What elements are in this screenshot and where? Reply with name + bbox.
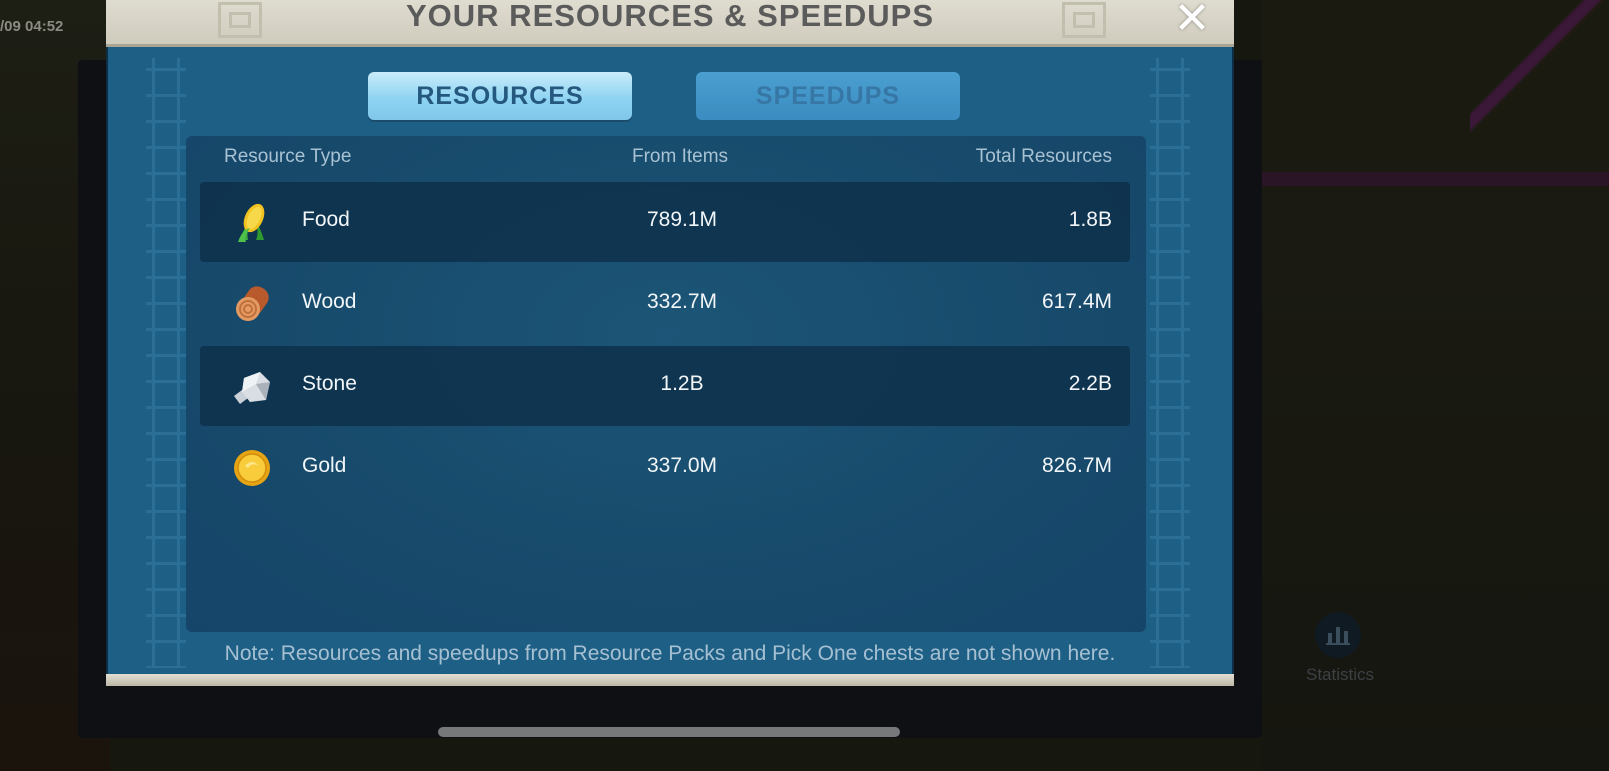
close-icon: ✕ (1173, 0, 1211, 43)
table-row-gold: Gold 337.0M 826.7M (200, 428, 1130, 508)
dialog-title: YOUR RESOURCES & SPEEDUPS (406, 0, 934, 33)
table-row-wood: Wood 332.7M 617.4M (200, 264, 1130, 344)
gold-coin-icon (234, 450, 270, 486)
log-icon (236, 286, 269, 321)
header-total-resources: Total Resources (975, 146, 1112, 167)
statistics-button[interactable] (1315, 612, 1361, 658)
resource-name: Food (302, 208, 350, 231)
resource-name: Gold (302, 454, 347, 477)
table-row-food: Food 789.1M 1.8B (200, 182, 1130, 262)
home-indicator[interactable] (438, 727, 900, 737)
resource-name: Wood (302, 290, 357, 313)
decorative-border-right (1150, 58, 1190, 668)
decorative-border-left (146, 58, 186, 668)
header-resource-type: Resource Type (224, 146, 352, 167)
table-row-stone: Stone 1.2B 2.2B (200, 346, 1130, 426)
from-items-value: 337.0M (646, 454, 718, 477)
from-items-value: 1.2B (660, 372, 704, 395)
resources-table: Resource Type From Items Total Resources… (186, 136, 1146, 632)
tab-resources[interactable]: RESOURCES (368, 72, 632, 120)
total-value: 1.8B (1068, 208, 1112, 231)
footer-note: Note: Resources and speedups from Resour… (224, 642, 1116, 665)
total-value: 617.4M (1041, 290, 1112, 313)
from-items-value: 332.7M (646, 290, 718, 313)
bar-chart-icon (1326, 627, 1350, 645)
statistics-label: Statistics (1305, 665, 1375, 684)
total-value: 826.7M (1041, 454, 1112, 477)
tab-speedups[interactable]: SPEEDUPS (696, 72, 960, 120)
header-from-items: From Items (632, 146, 729, 167)
timestamp: /09 04:52 (0, 18, 64, 35)
close-button[interactable]: ✕ (1168, 0, 1216, 42)
background-road-diagonal (1470, 0, 1609, 140)
title-ornament-right (1062, 2, 1106, 38)
resource-name: Stone (302, 372, 357, 395)
corn-icon (238, 203, 265, 242)
from-items-value: 789.1M (646, 208, 718, 231)
background-road-stripe (1262, 172, 1609, 186)
total-value: 2.2B (1068, 372, 1112, 395)
stone-icon (234, 372, 270, 404)
resources-dialog: YOUR RESOURCES & SPEEDUPS ✕ RESOURCES SP… (106, 0, 1234, 686)
dialog-bottom-edge (106, 674, 1234, 686)
title-bar: YOUR RESOURCES & SPEEDUPS ✕ (106, 0, 1234, 47)
title-ornament-left (218, 2, 262, 38)
